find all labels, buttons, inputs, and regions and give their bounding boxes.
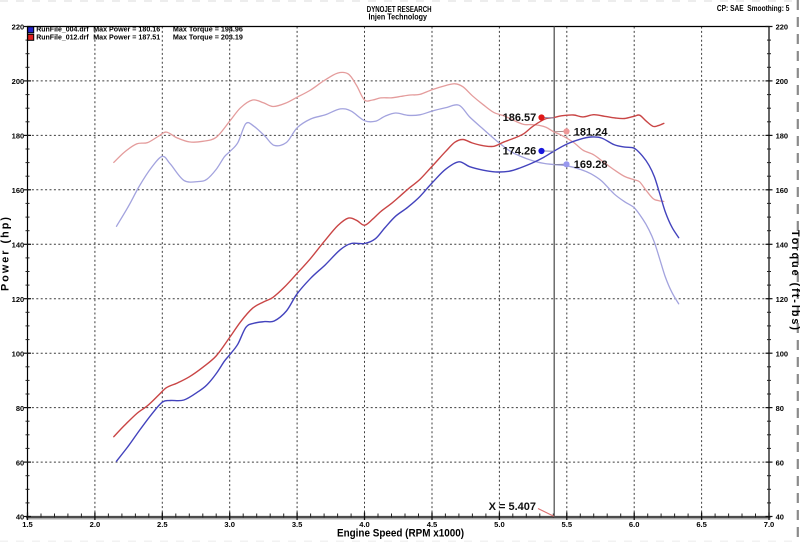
svg-text:3.0: 3.0: [224, 520, 235, 529]
svg-text:181.24: 181.24: [574, 127, 609, 139]
svg-text:180: 180: [776, 132, 789, 141]
svg-text:Power (hp): Power (hp): [0, 217, 12, 291]
svg-text:180: 180: [12, 132, 25, 141]
svg-text:RunFile_012.drf: RunFile_012.drf: [36, 32, 89, 41]
svg-text:Max Power = 180.16: Max Power = 180.16: [93, 25, 160, 34]
svg-text:2.5: 2.5: [157, 520, 168, 529]
svg-text:X = 5.407: X = 5.407: [489, 501, 536, 513]
svg-text:60: 60: [16, 458, 24, 467]
svg-text:CP: SAE Smoothing: 5: CP: SAE Smoothing: 5: [717, 4, 790, 13]
svg-text:5.5: 5.5: [562, 520, 573, 529]
svg-text:Engine Speed (RPM x1000): Engine Speed (RPM x1000): [337, 528, 464, 540]
svg-text:3.5: 3.5: [292, 520, 303, 529]
svg-text:5.0: 5.0: [494, 520, 505, 529]
svg-text:Max Power = 187.51: Max Power = 187.51: [93, 32, 160, 41]
svg-text:120: 120: [12, 295, 25, 304]
svg-text:2.0: 2.0: [90, 520, 101, 529]
svg-text:160: 160: [12, 186, 25, 195]
svg-text:60: 60: [776, 458, 784, 467]
svg-text:Max Torque = 203.19: Max Torque = 203.19: [173, 32, 243, 41]
svg-text:120: 120: [776, 295, 789, 304]
svg-text:220: 220: [776, 23, 789, 32]
svg-text:160: 160: [776, 186, 789, 195]
svg-text:220: 220: [12, 23, 25, 32]
svg-text:40: 40: [776, 513, 784, 522]
svg-text:80: 80: [16, 404, 24, 413]
svg-text:100: 100: [12, 349, 25, 358]
svg-text:6.0: 6.0: [629, 520, 640, 529]
svg-text:169.28: 169.28: [574, 159, 608, 171]
svg-text:Injen Technology: Injen Technology: [369, 12, 428, 21]
svg-text:Torque (ft-lbs): Torque (ft-lbs): [789, 230, 800, 330]
svg-text:140: 140: [12, 241, 25, 250]
svg-text:DYNOJET RESEARCH: DYNOJET RESEARCH: [367, 5, 432, 14]
svg-text:6.5: 6.5: [696, 520, 707, 529]
svg-text:RunFile_004.drf: RunFile_004.drf: [36, 25, 89, 34]
svg-text:1.5: 1.5: [22, 520, 33, 529]
svg-text:200: 200: [12, 77, 25, 86]
svg-text:140: 140: [776, 241, 789, 250]
svg-text:7.0: 7.0: [764, 520, 775, 529]
svg-text:174.26: 174.26: [503, 146, 537, 158]
svg-text:Max Torque = 194.96: Max Torque = 194.96: [173, 25, 243, 34]
svg-text:80: 80: [776, 404, 784, 413]
svg-text:40: 40: [16, 513, 24, 522]
svg-text:4.5: 4.5: [427, 520, 438, 529]
svg-text:186.57: 186.57: [503, 112, 537, 124]
svg-text:200: 200: [776, 77, 789, 86]
svg-text:4.0: 4.0: [359, 520, 370, 529]
svg-text:100: 100: [776, 349, 789, 358]
